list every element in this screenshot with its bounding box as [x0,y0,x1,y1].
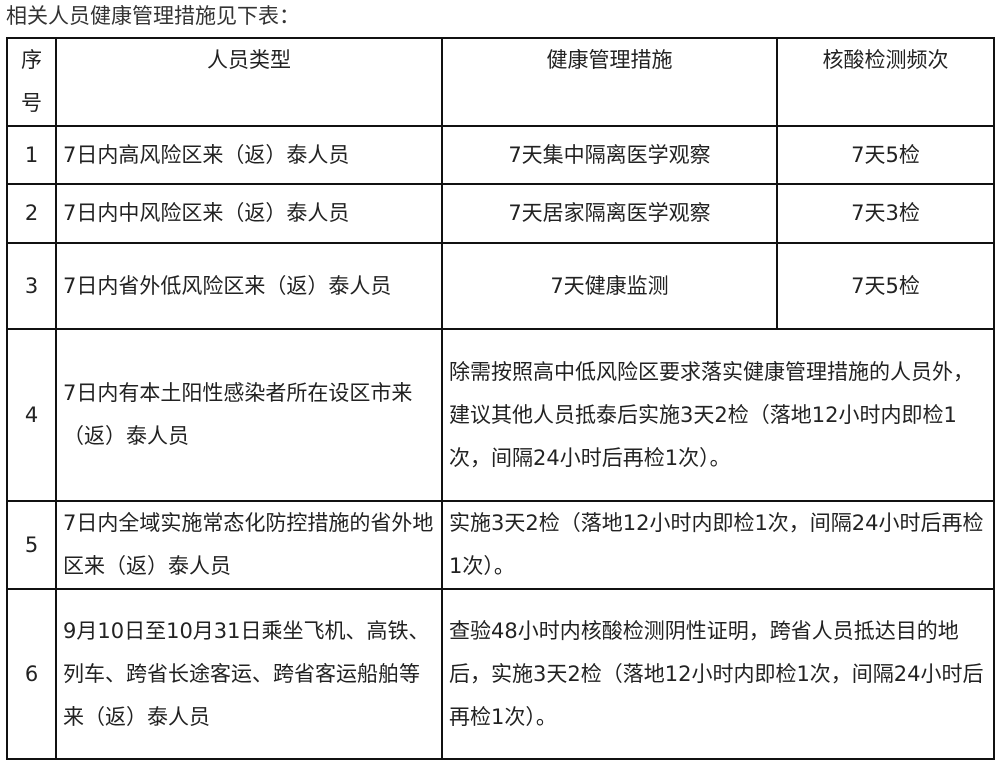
cell-type: 7日内全域实施常态化防控措施的省外地区来（返）泰人员 [55,500,443,590]
cell-measure: 7天集中隔离医学观察 [441,125,778,185]
cell-measure: 7天健康监测 [441,242,778,330]
header-no: 序号 [6,37,57,127]
intro-text: 相关人员健康管理措施见下表： [6,4,300,28]
cell-no: 5 [6,500,57,590]
cell-no: 2 [6,183,57,244]
table-row: 1 7日内高风险区来（返）泰人员 7天集中隔离医学观察 7天5检 [6,125,995,185]
table-row: 3 7日内省外低风险区来（返）泰人员 7天健康监测 7天5检 [6,242,995,330]
cell-frequency: 7天3检 [776,183,995,244]
table-row: 4 7日内有本土阳性感染者所在设区市来（返）泰人员 除需按照高中低风险区要求落实… [6,328,995,502]
header-measure: 健康管理措施 [441,37,778,127]
cell-type: 7日内有本土阳性感染者所在设区市来（返）泰人员 [55,328,443,502]
cell-measure: 7天居家隔离医学观察 [441,183,778,244]
cell-measure-merged: 查验48小时内核酸检测阴性证明，跨省人员抵达目的地后，实施3天2检（落地12小时… [441,588,995,760]
cell-no: 1 [6,125,57,185]
cell-type: 7日内中风险区来（返）泰人员 [55,183,443,244]
health-measures-table: 序号 人员类型 健康管理措施 核酸检测频次 1 7日内高风险区来（返）泰人员 7… [6,37,995,760]
header-frequency: 核酸检测频次 [776,37,995,127]
cell-frequency: 7天5检 [776,242,995,330]
cell-type: 7日内省外低风险区来（返）泰人员 [55,242,443,330]
table-row: 2 7日内中风险区来（返）泰人员 7天居家隔离医学观察 7天3检 [6,183,995,244]
header-type: 人员类型 [55,37,443,127]
cell-no: 3 [6,242,57,330]
table-row: 6 9月10日至10月31日乘坐飞机、高铁、列车、跨省长途客运、跨省客运船舶等来… [6,588,995,760]
cell-measure-merged: 实施3天2检（落地12小时内即检1次，间隔24小时后再检1次）。 [441,500,995,590]
table-header-row: 序号 人员类型 健康管理措施 核酸检测频次 [6,37,995,127]
cell-type: 9月10日至10月31日乘坐飞机、高铁、列车、跨省长途客运、跨省客运船舶等来（返… [55,588,443,760]
cell-frequency: 7天5检 [776,125,995,185]
cell-no: 4 [6,328,57,502]
cell-type: 7日内高风险区来（返）泰人员 [55,125,443,185]
cell-no: 6 [6,588,57,760]
cell-measure-merged: 除需按照高中低风险区要求落实健康管理措施的人员外，建议其他人员抵泰后实施3天2检… [441,328,995,502]
table-row: 5 7日内全域实施常态化防控措施的省外地区来（返）泰人员 实施3天2检（落地12… [6,500,995,590]
